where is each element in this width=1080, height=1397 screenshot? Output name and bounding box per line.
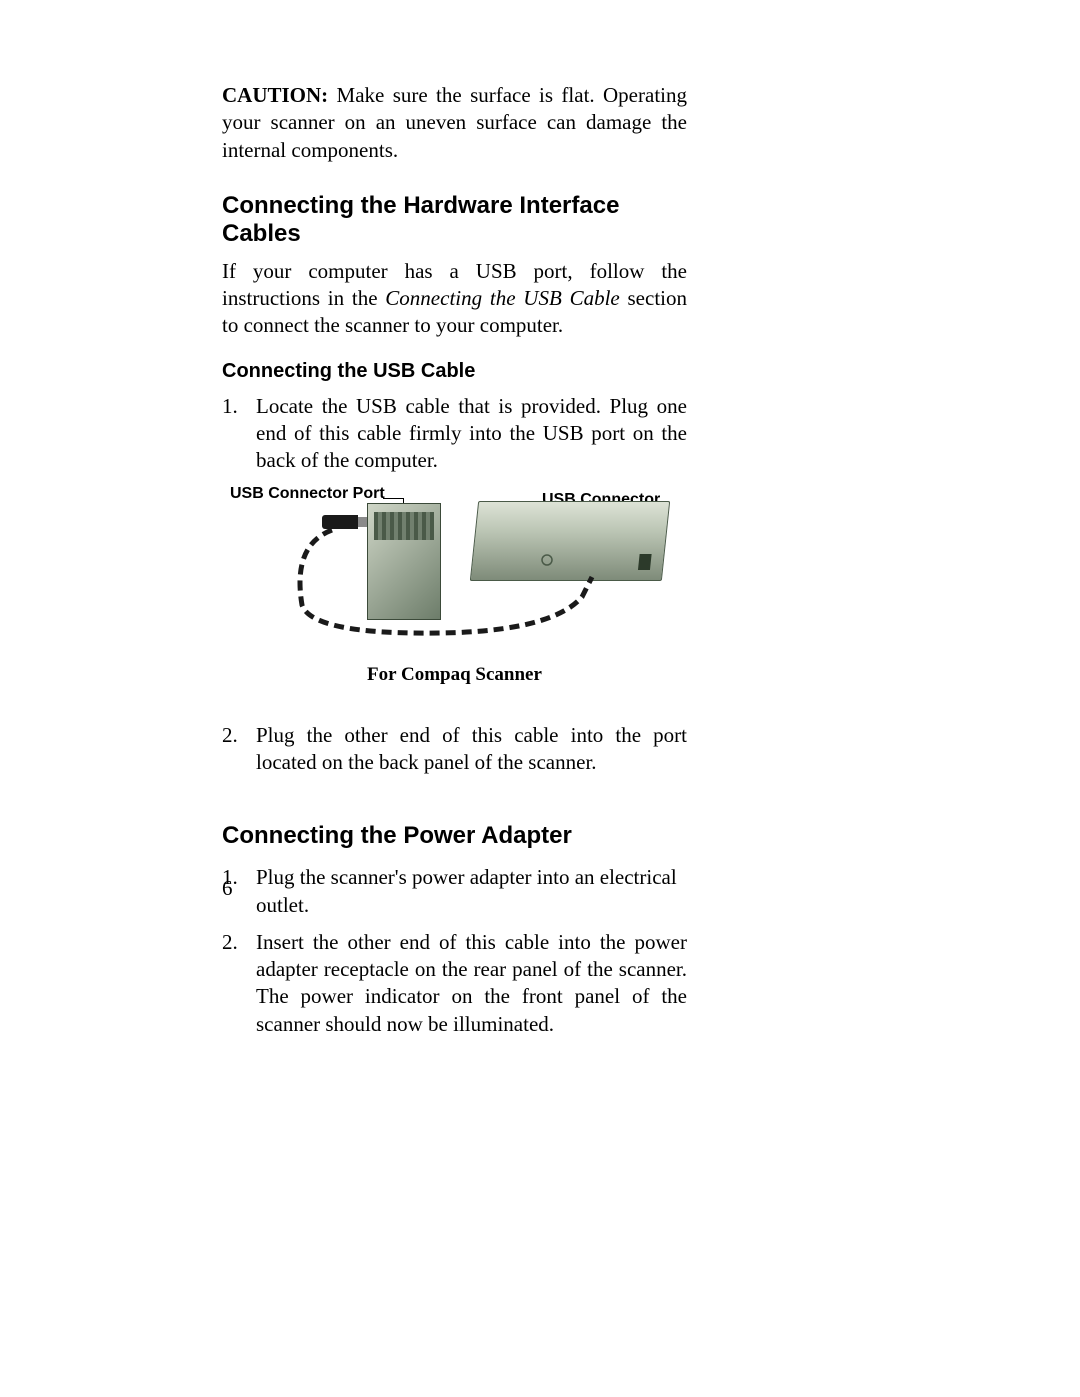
list-item: 2. Insert the other end of this cable in… <box>222 929 687 1038</box>
heading-usb-cable: Connecting the USB Cable <box>222 360 687 383</box>
list-item: 1. Locate the USB cable that is provided… <box>222 393 687 475</box>
content-block: CAUTION: Make sure the surface is flat. … <box>222 82 687 1048</box>
step-text: Plug the other end of this cable into th… <box>256 722 687 777</box>
step-number: 2. <box>222 929 256 1038</box>
usb-steps-list: 1. Locate the USB cable that is provided… <box>222 393 687 475</box>
page: CAUTION: Make sure the surface is flat. … <box>0 0 1080 1397</box>
heading-power-adapter: Connecting the Power Adapter <box>222 822 687 850</box>
usb-connection-figure: USB Connector Port USB Connector Port <box>222 485 687 660</box>
step-text: Locate the USB cable that is provided. P… <box>256 393 687 475</box>
intro-paragraph: If your computer has a USB port, follow … <box>222 258 687 340</box>
figure-caption: For Compaq Scanner <box>222 664 687 686</box>
power-steps-list: 1. Plug the scanner's power adapter into… <box>222 864 687 1038</box>
step-text: Insert the other end of this cable into … <box>256 929 687 1038</box>
list-item: 2. Plug the other end of this cable into… <box>222 722 687 777</box>
usb-steps-list-2: 2. Plug the other end of this cable into… <box>222 722 687 777</box>
usb-cable-icon <box>222 485 687 660</box>
caution-label: CAUTION: <box>222 83 328 107</box>
step-text: Plug the scanner's power adapter into an… <box>256 864 687 919</box>
step-number: 1. <box>222 393 256 475</box>
step-number: 2. <box>222 722 256 777</box>
list-item: 1. Plug the scanner's power adapter into… <box>222 864 687 919</box>
intro-italic: Connecting the USB Cable <box>385 286 619 310</box>
heading-hardware-cables: Connecting the Hardware Interface Cables <box>222 192 687 248</box>
page-number: 6 <box>222 876 233 901</box>
caution-paragraph: CAUTION: Make sure the surface is flat. … <box>222 82 687 164</box>
